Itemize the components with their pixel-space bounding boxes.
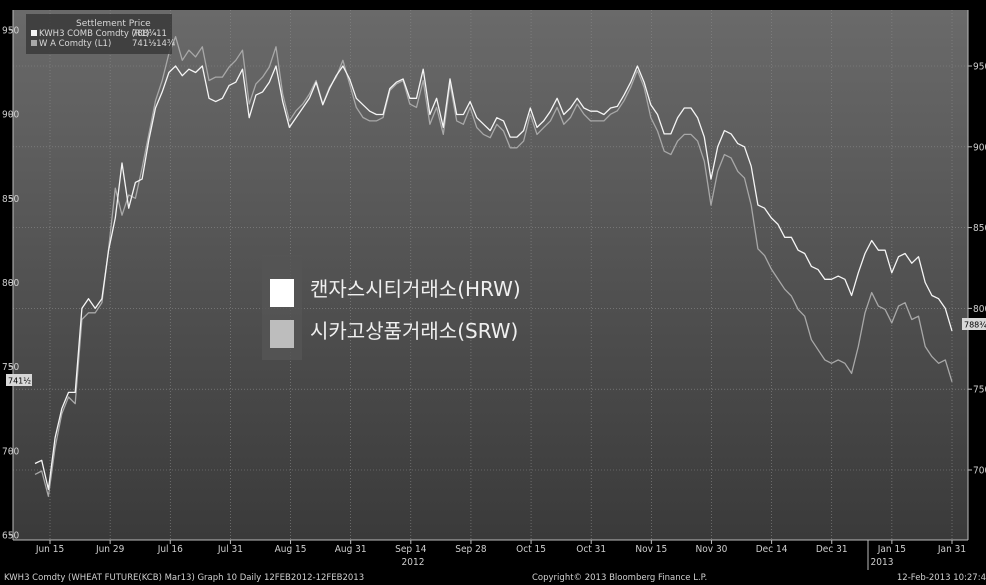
x-tick-label: Nov 30 (696, 544, 728, 555)
x-tick-label: Jul 16 (157, 544, 183, 555)
x-tick-label: Sep 28 (455, 544, 487, 555)
annotation-swatch-srw (270, 320, 294, 348)
gridlines (13, 10, 968, 540)
right-tick-label: 800 (973, 304, 986, 315)
left-tick-label: 650 (2, 531, 19, 542)
footer: KWH3 Comdty (WHEAT FUTURE(KCB) Mar13) Gr… (4, 573, 986, 583)
series-line (34, 65, 953, 491)
right-tick-label: 950 (973, 62, 986, 73)
footer-timestamp: 12-Feb-2013 10:27:4 (897, 573, 986, 583)
x-axis: Jun 15 Jun 29 Jul 16 Jul 31 Aug 15 Aug 31 Sep … (13, 539, 968, 570)
x-tick-label: Dec 14 (756, 544, 788, 555)
series-lines (34, 36, 953, 497)
legend-value-wa: 741½ (132, 39, 156, 49)
annotation-label-srw: 시카고상품거래소(SRW) (310, 319, 518, 343)
series-line (34, 36, 953, 497)
x-tick-label: Jan 31 (937, 544, 966, 555)
plot-background (13, 10, 968, 540)
x-tick-label: Aug 31 (335, 544, 367, 555)
left-tick-label: 850 (2, 194, 19, 205)
legend-label-kwh3: KWH3 COMB Comdty (R1) (39, 29, 150, 39)
left-last-value-label: 741½ (8, 377, 31, 386)
legend-background (26, 14, 172, 54)
left-tick-label: 700 (2, 446, 19, 457)
left-tick-label: 900 (2, 110, 19, 121)
right-axis: 700 750 800 850 900 950 (967, 10, 986, 540)
year-label: 2012 (402, 557, 425, 568)
x-tick-label: Sep 14 (395, 544, 427, 555)
legend-swatch-kwh3 (31, 30, 37, 36)
annotation-swatch-hrw (270, 279, 294, 307)
x-tick-label: Dec 31 (816, 544, 848, 555)
left-tick-label: 800 (2, 278, 19, 289)
footer-left-text: KWH3 Comdty (WHEAT FUTURE(KCB) Mar13) Gr… (4, 573, 364, 583)
x-tick-label: Jun 15 (35, 544, 64, 555)
annotation-legend: 캔자스시티거래소(HRW) 시카고상품거래소(SRW) (262, 255, 521, 360)
right-tick-label: 850 (973, 223, 986, 234)
annotation-label-hrw: 캔자스시티거래소(HRW) (310, 277, 521, 301)
x-tick-label: Jun 29 (95, 544, 125, 555)
left-axis: 650 700 750 800 850 900 950 (2, 10, 19, 542)
legend-change-kwh3: -11 (153, 29, 167, 39)
legend-label-wa: W A Comdty (L1) (39, 39, 111, 49)
x-tick-label: Aug 15 (275, 544, 307, 555)
right-last-value-label: 788¾ (964, 321, 986, 330)
x-tick-label: Nov 15 (635, 544, 667, 555)
left-tick-label: 950 (2, 26, 19, 37)
left-last-value-tag (6, 374, 32, 386)
x-tick-label: Jul 31 (217, 544, 243, 555)
chart-legend: Settlement Price KWH3 COMB Comdty (R1) 7… (26, 14, 175, 54)
legend-swatch-wa (31, 40, 37, 46)
right-tick-label: 750 (973, 385, 986, 396)
footer-copyright: Copyright© 2013 Bloomberg Finance L.P. (532, 573, 707, 583)
last-value-tags: 741½ 788¾ (6, 318, 986, 386)
right-last-value-tag (962, 318, 986, 330)
legend-value-kwh3: 788¾ (132, 29, 156, 39)
year-label: 2013 (871, 557, 894, 568)
chart-title: Settlement Price (76, 19, 151, 29)
left-tick-label: 750 (2, 362, 19, 373)
x-tick-label: Oct 15 (516, 544, 546, 555)
right-tick-label: 900 (973, 142, 986, 153)
right-tick-label: 700 (973, 466, 986, 477)
x-tick-label: Jan 15 (877, 544, 906, 555)
legend-change-wa: -14¾ (153, 39, 175, 49)
x-tick-label: Oct 31 (576, 544, 606, 555)
